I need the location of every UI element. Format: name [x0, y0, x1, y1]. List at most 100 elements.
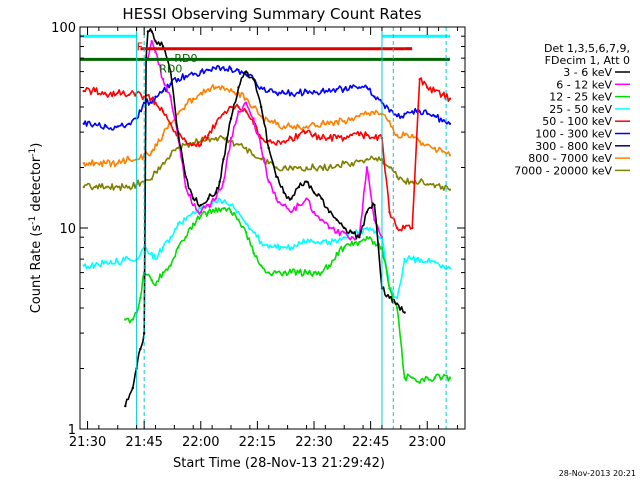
- ticks-layer: 21:30 21:45 22:00 22:15 22:30 22:45 23:00 1 10 10…: [51, 21, 465, 450]
- data-point: [275, 143, 278, 146]
- boundaries-layer: [79, 27, 447, 429]
- legend-label-3-6-kev: 3 - 6 keV: [563, 66, 612, 79]
- series-25-50-kev: [82, 197, 452, 299]
- data-point: [290, 91, 293, 95]
- data-point: [214, 197, 218, 200]
- data-point: [214, 122, 218, 126]
- data-point: [312, 122, 316, 126]
- x-tick-label: 22:00: [182, 435, 219, 450]
- data-point: [388, 166, 391, 169]
- data-point: [222, 180, 225, 183]
- data-point: [161, 45, 165, 48]
- data-point: [411, 180, 414, 183]
- y-tick-label: 100: [51, 21, 76, 36]
- data-point: [154, 283, 157, 287]
- data-point: [105, 93, 108, 97]
- data-point: [448, 188, 452, 191]
- data-point: [305, 180, 308, 183]
- data-point: [441, 185, 444, 189]
- data-point: [290, 271, 293, 274]
- data-point: [282, 166, 285, 169]
- y-axis-label-mid: detector: [29, 156, 44, 216]
- data-point: [229, 67, 233, 70]
- y-tick-label: 1: [68, 423, 76, 438]
- data-point: [373, 112, 376, 116]
- data-point: [127, 257, 131, 261]
- data-point: [229, 88, 233, 91]
- data-point: [275, 91, 278, 95]
- series-800-7000-kev: [82, 84, 452, 168]
- data-point: [127, 93, 131, 97]
- data-point: [350, 241, 353, 244]
- data-point: [192, 141, 195, 145]
- data-point: [297, 241, 301, 244]
- data-point: [350, 117, 353, 120]
- y-axis-label-sup1: -1: [28, 216, 38, 225]
- data-point: [358, 241, 361, 244]
- data-point: [192, 197, 195, 200]
- data-point: [154, 101, 157, 104]
- data-point: [82, 89, 86, 93]
- data-point: [199, 70, 202, 73]
- series-6-12-kev: [146, 40, 384, 241]
- annotation-rd0: RD0: [174, 52, 197, 65]
- data-point: [207, 88, 210, 91]
- data-point: [176, 146, 180, 150]
- data-point: [150, 150, 153, 153]
- data-point: [282, 203, 285, 207]
- data-point: [312, 241, 316, 244]
- data-point: [327, 226, 331, 230]
- x-tick-label: 21:30: [69, 435, 106, 450]
- data-point: [418, 78, 421, 81]
- data-point: [82, 185, 86, 189]
- data-point: [252, 251, 255, 255]
- data-point: [93, 185, 97, 189]
- data-point: [305, 125, 308, 128]
- y-axis-label-sup2: -1: [28, 148, 38, 157]
- data-point: [237, 68, 240, 72]
- data-point: [312, 191, 316, 194]
- series-line-6-12-kev: [147, 40, 383, 241]
- data-point: [312, 271, 316, 274]
- data-point: [373, 203, 376, 207]
- data-point: [275, 271, 278, 274]
- data-point: [244, 110, 248, 113]
- data-point: [305, 197, 308, 200]
- data-point: [395, 296, 399, 299]
- data-point: [222, 136, 225, 140]
- series-layer: [82, 28, 452, 408]
- data-point: [441, 376, 444, 379]
- data-point: [154, 95, 157, 98]
- data-point: [327, 264, 331, 267]
- data-point: [184, 74, 187, 78]
- data-point: [418, 180, 421, 183]
- data-point: [260, 105, 263, 109]
- data-point: [150, 251, 153, 255]
- data-point: [365, 166, 369, 169]
- data-point: [260, 115, 263, 118]
- series-100-300-kev: [82, 65, 452, 131]
- data-point: [154, 257, 157, 261]
- data-point: [297, 91, 301, 95]
- data-point: [327, 122, 331, 126]
- data-point: [192, 143, 195, 146]
- data-point: [199, 143, 202, 146]
- data-point: [207, 197, 210, 200]
- data-point: [312, 210, 316, 214]
- data-point: [403, 180, 406, 183]
- data-point: [327, 210, 331, 214]
- data-point: [237, 210, 240, 214]
- legend-header-line-1: Det 1,3,5,6,7,9,: [544, 42, 630, 55]
- data-point: [169, 70, 172, 73]
- x-tick-label: 21:45: [125, 435, 162, 450]
- data-point: [116, 125, 119, 128]
- data-point: [93, 264, 97, 267]
- data-point: [169, 236, 172, 239]
- chart-title: HESSI Observing Summary Count Rates: [122, 5, 421, 23]
- data-point: [161, 110, 165, 113]
- data-point: [448, 376, 452, 379]
- data-point: [260, 86, 263, 89]
- data-point: [267, 271, 270, 274]
- data-point: [290, 246, 293, 249]
- series-line-800-7000-kev: [83, 84, 451, 168]
